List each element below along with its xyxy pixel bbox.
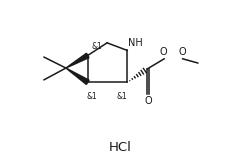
Text: HCl: HCl (109, 141, 132, 154)
Text: O: O (178, 47, 186, 57)
Text: &1: &1 (87, 92, 98, 101)
Text: &1: &1 (92, 42, 103, 51)
Polygon shape (66, 53, 89, 68)
Text: NH: NH (128, 38, 143, 48)
Text: &1: &1 (116, 92, 127, 101)
Text: O: O (144, 96, 152, 106)
Text: O: O (160, 47, 167, 57)
Polygon shape (66, 68, 89, 85)
